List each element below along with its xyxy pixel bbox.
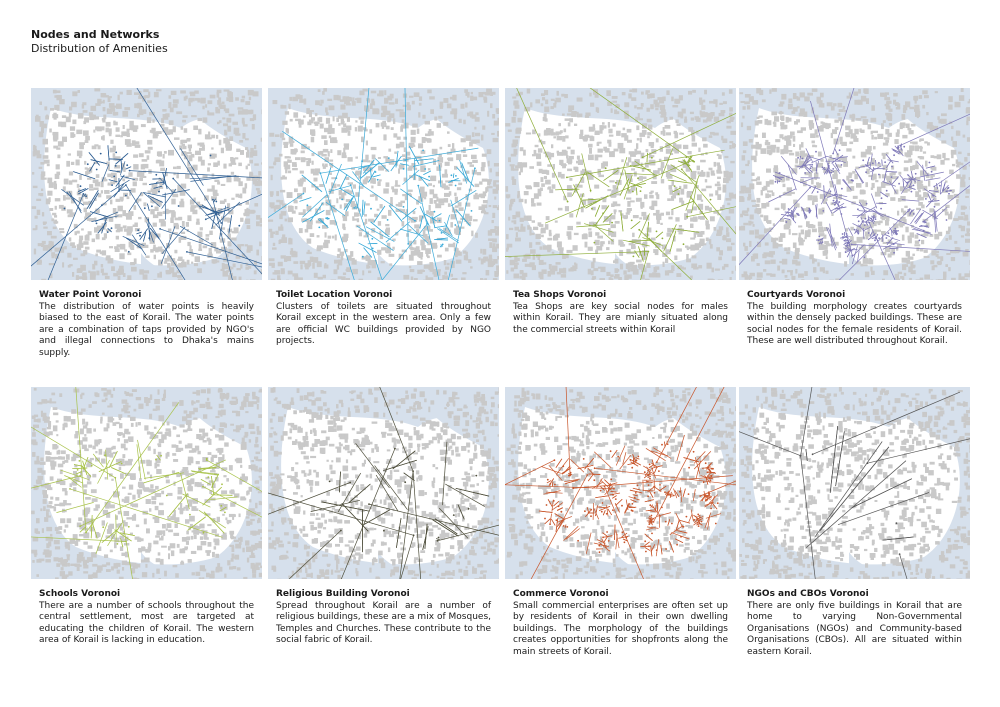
voronoi-map [739, 387, 970, 579]
page-header: Nodes and Networks Distribution of Ameni… [31, 28, 168, 56]
panel-caption: Tea Shops Voronoi Tea Shops are key soci… [505, 290, 736, 336]
panel-title: Toilet Location Voronoi [276, 290, 393, 300]
panel-caption: NGOs and CBOs Voronoi There are only fiv… [739, 589, 970, 658]
panel-title: Tea Shops Voronoi [513, 290, 607, 300]
panel-title: Commerce Voronoi [513, 589, 609, 599]
panel-toilet-location: Toilet Location Voronoi Clusters of toil… [268, 88, 499, 348]
voronoi-map [268, 387, 499, 579]
voronoi-map [505, 88, 736, 280]
voronoi-map [739, 88, 970, 280]
panel-title: Schools Voronoi [39, 589, 121, 599]
panel-description: There are a number of schools throughout… [39, 600, 254, 646]
panel-religious-building: Religious Building Voronoi Spread throug… [268, 387, 499, 647]
panel-description: The building morphology creates courtyar… [747, 301, 962, 347]
panel-tea-shops: Tea Shops Voronoi Tea Shops are key soci… [505, 88, 736, 336]
voronoi-map [31, 88, 262, 280]
panel-description: There are only five buildings in Korail … [747, 600, 962, 657]
panel-caption: Courtyards Voronoi The building morpholo… [739, 290, 970, 348]
panel-description: The distribution of water points is heav… [39, 301, 254, 358]
panel-title: NGOs and CBOs Voronoi [747, 589, 869, 599]
voronoi-map [31, 387, 262, 579]
panel-caption: Toilet Location Voronoi Clusters of toil… [268, 290, 499, 348]
panel-caption: Water Point Voronoi The distribution of … [31, 290, 262, 359]
panel-description: Small commercial enterprises are often s… [513, 600, 728, 657]
panel-description: Tea Shops are key social nodes for males… [513, 301, 728, 335]
panel-courtyards: Courtyards Voronoi The building morpholo… [739, 88, 970, 348]
panel-description: Spread throughout Korail are a number of… [276, 600, 491, 646]
panel-schools: Schools Voronoi There are a number of sc… [31, 387, 262, 647]
panel-caption: Religious Building Voronoi Spread throug… [268, 589, 499, 647]
panel-title: Water Point Voronoi [39, 290, 142, 300]
panel-title: Courtyards Voronoi [747, 290, 846, 300]
page-subtitle: Distribution of Amenities [31, 42, 168, 55]
panel-ngos-cbos: NGOs and CBOs Voronoi There are only fiv… [739, 387, 970, 658]
voronoi-map [505, 387, 736, 579]
panel-commerce: Commerce Voronoi Small commercial enterp… [505, 387, 736, 658]
panel-caption: Commerce Voronoi Small commercial enterp… [505, 589, 736, 658]
voronoi-map [268, 88, 499, 280]
panel-water-point: Water Point Voronoi The distribution of … [31, 88, 262, 359]
panel-caption: Schools Voronoi There are a number of sc… [31, 589, 262, 647]
panel-description: Clusters of toilets are situated through… [276, 301, 491, 347]
panel-title: Religious Building Voronoi [276, 589, 410, 599]
page-title: Nodes and Networks [31, 28, 160, 41]
